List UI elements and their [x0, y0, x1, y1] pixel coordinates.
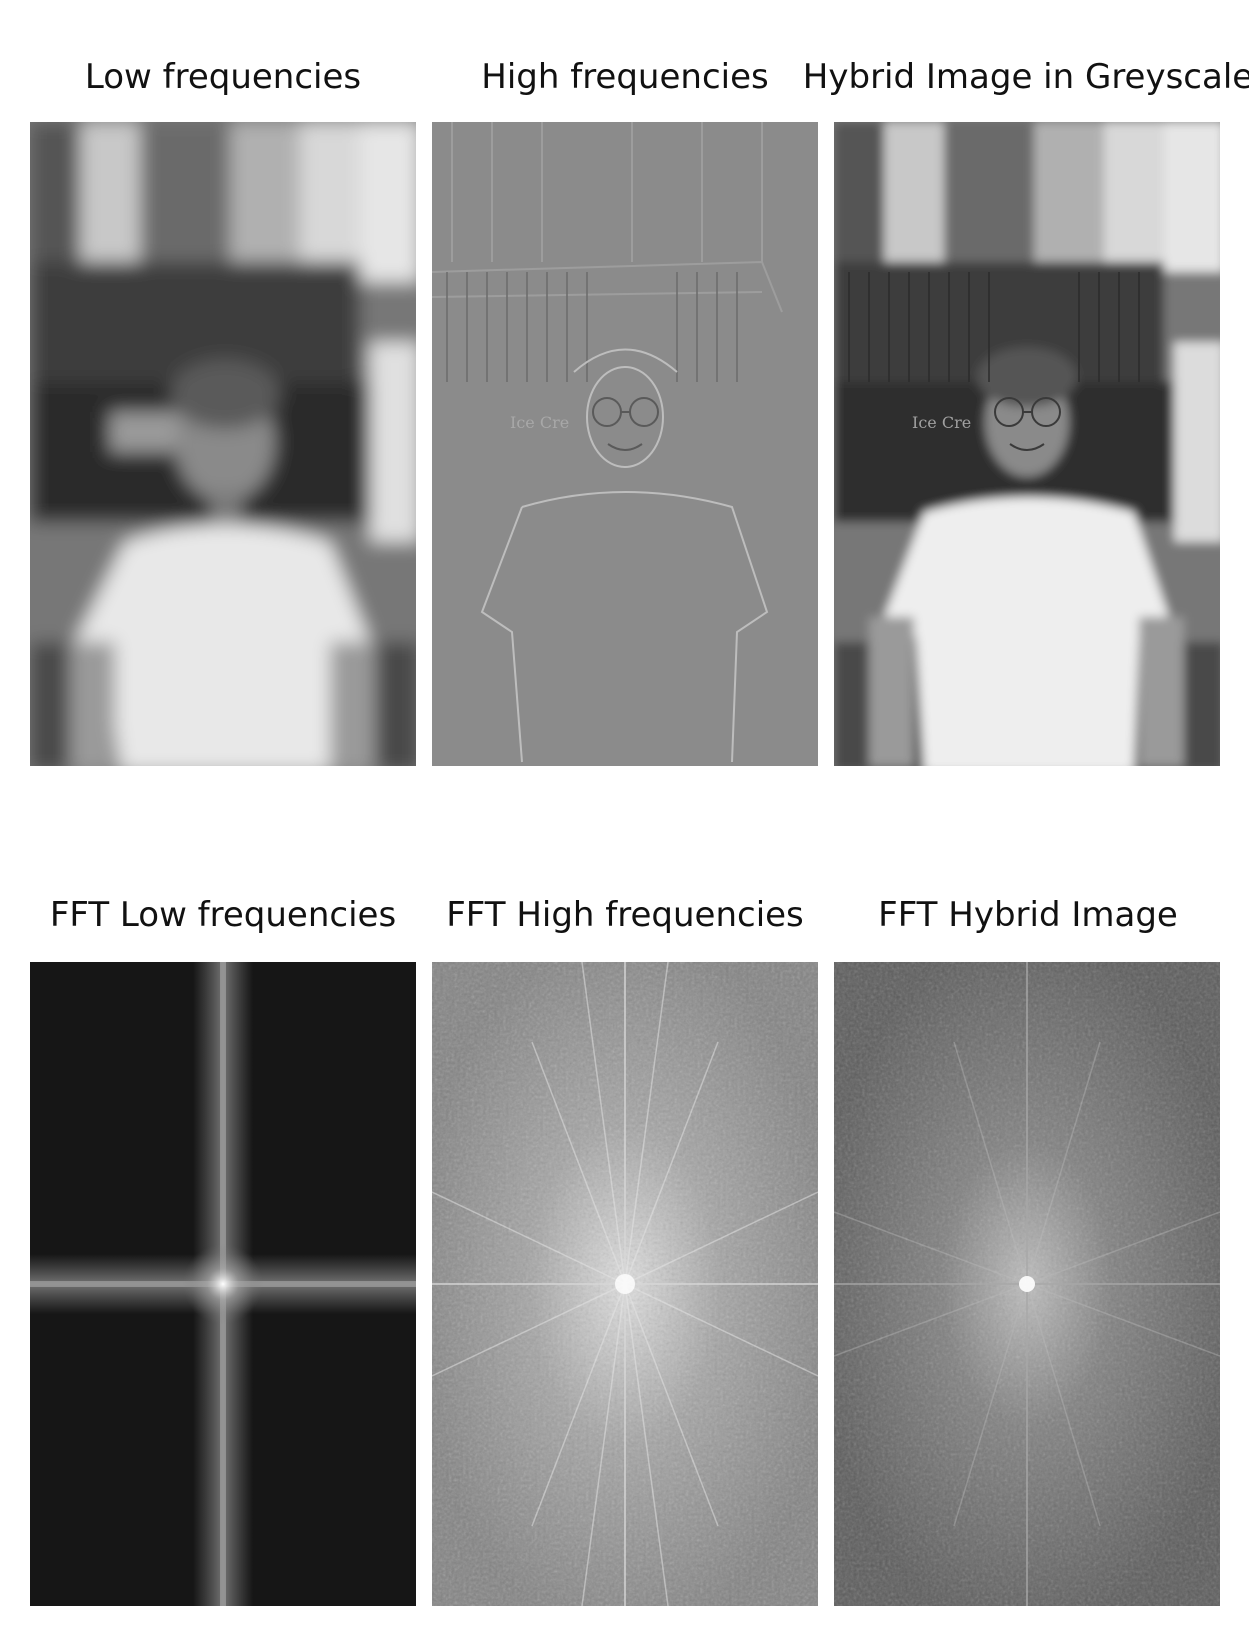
title-fft-hybrid: FFT Hybrid Image [878, 895, 1178, 935]
high-frequencies-image: Ice Cre [432, 122, 818, 766]
sign-text-high: Ice Cre [510, 413, 569, 432]
sign-text-hybrid: Ice Cre [912, 413, 971, 432]
hybrid-image: Ice Cre [834, 122, 1220, 766]
fft-high-frequencies-image [432, 962, 818, 1606]
title-hybrid-image: Hybrid Image in Greyscale [802, 57, 1249, 97]
title-fft-low: FFT Low frequencies [49, 895, 397, 935]
title-fft-high: FFT High frequencies [446, 895, 804, 935]
title-low-frequencies: Low frequencies [84, 57, 362, 97]
title-high-frequencies: High frequencies [481, 57, 769, 97]
low-frequencies-image [30, 122, 416, 766]
fft-low-frequencies-image [30, 962, 416, 1606]
fft-hybrid-image [834, 962, 1220, 1606]
